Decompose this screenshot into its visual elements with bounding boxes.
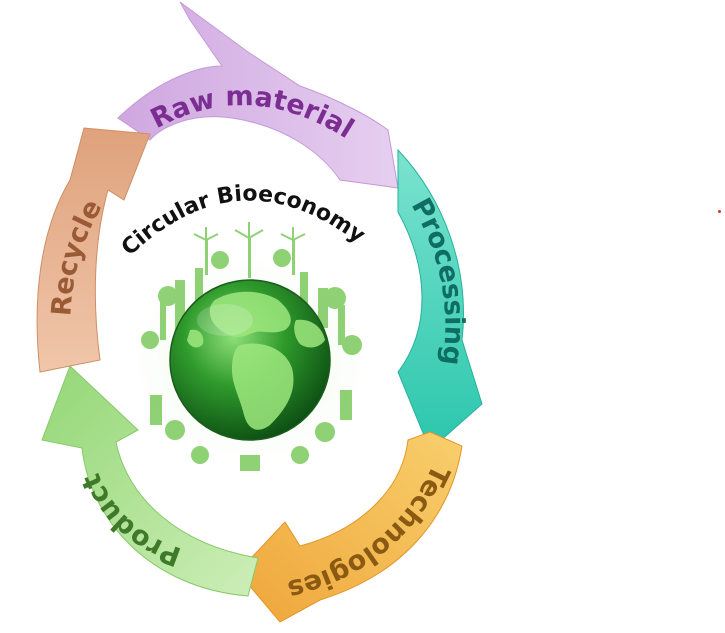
red-dot-marker: [718, 210, 721, 213]
eco-city-skyline-icon: [141, 222, 362, 471]
product-arrow-shape: [41, 365, 259, 597]
processing-arrow: Processing: [397, 148, 483, 451]
technologies-arrow-shape: [237, 431, 463, 623]
recycle-arrow-shape: [36, 127, 151, 373]
raw-material-arrow: Raw material: [117, 1, 399, 189]
processing-arrow-shape: [397, 148, 483, 451]
raw-material-arrow-shape: [117, 1, 399, 189]
continents-icon: [187, 291, 325, 430]
green-earth-globe-icon: [120, 222, 380, 475]
